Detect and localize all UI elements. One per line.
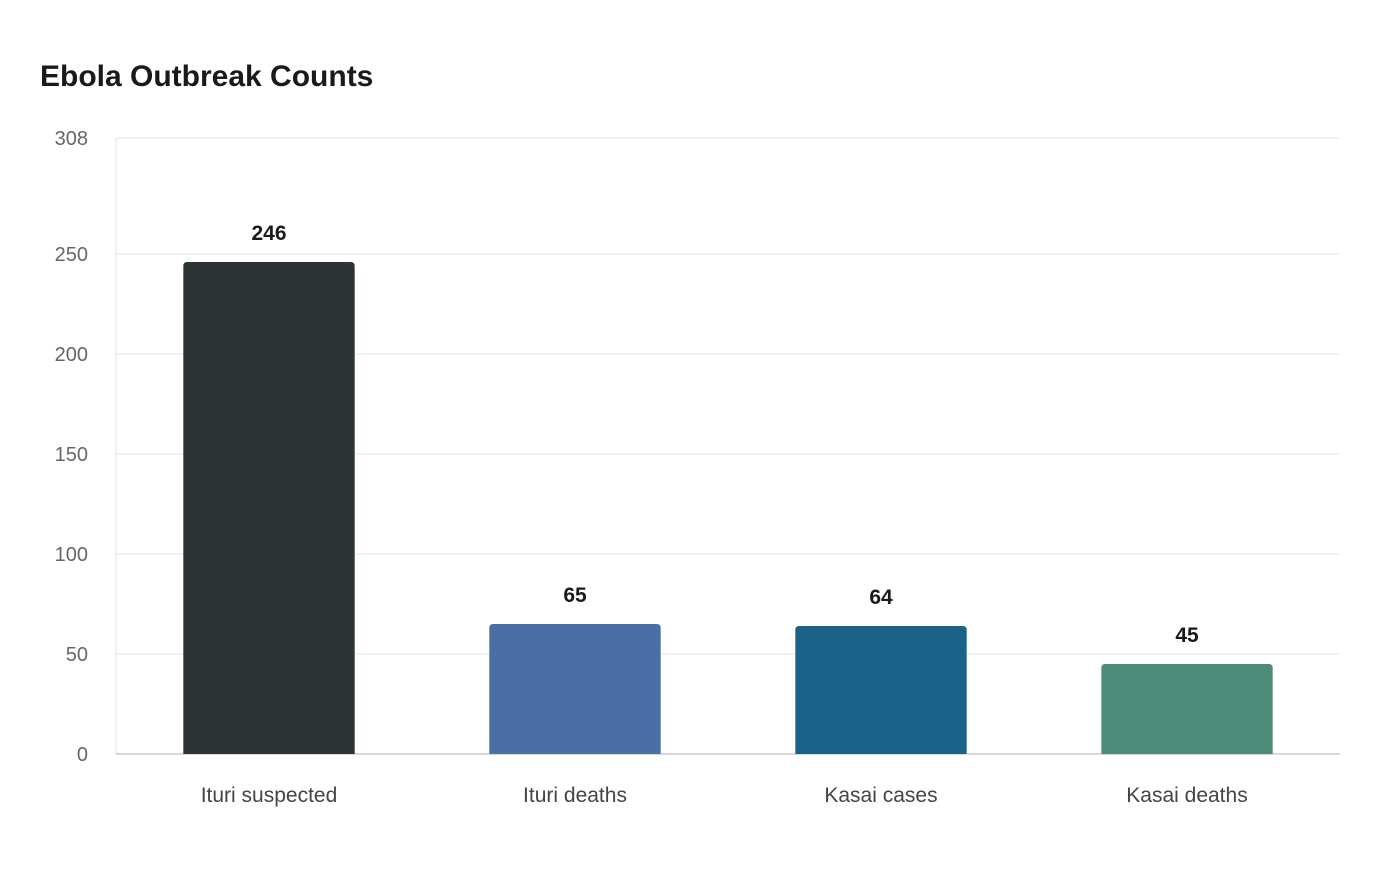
data-label: 65 bbox=[563, 584, 587, 607]
bar-kasai-deaths bbox=[1101, 664, 1273, 754]
y-tick-label: 308 bbox=[55, 128, 88, 150]
bar-ituri-deaths bbox=[489, 624, 661, 754]
y-tick-label: 100 bbox=[55, 544, 88, 566]
chart-title: Ebola Outbreak Counts bbox=[40, 60, 374, 93]
bar-kasai-cases bbox=[795, 626, 967, 754]
data-label: 64 bbox=[869, 586, 893, 609]
bars bbox=[183, 262, 1273, 754]
y-tick-label: 0 bbox=[77, 744, 88, 766]
x-tick-label: Ituri suspected bbox=[201, 784, 338, 807]
data-label: 45 bbox=[1175, 624, 1199, 647]
x-tick-label: Kasai cases bbox=[824, 784, 937, 807]
bar-ituri-suspected bbox=[183, 262, 355, 754]
y-tick-label: 250 bbox=[55, 244, 88, 266]
y-tick-label: 50 bbox=[66, 644, 88, 666]
y-tick-label: 150 bbox=[55, 444, 88, 466]
x-tick-label: Ituri deaths bbox=[523, 784, 627, 807]
labels: 0 50 100 150 200 250 308 246 Ituri suspected 65 It… bbox=[55, 128, 1248, 807]
data-label: 246 bbox=[251, 222, 286, 245]
y-tick-label: 200 bbox=[55, 344, 88, 366]
x-tick-label: Kasai deaths bbox=[1126, 784, 1247, 807]
